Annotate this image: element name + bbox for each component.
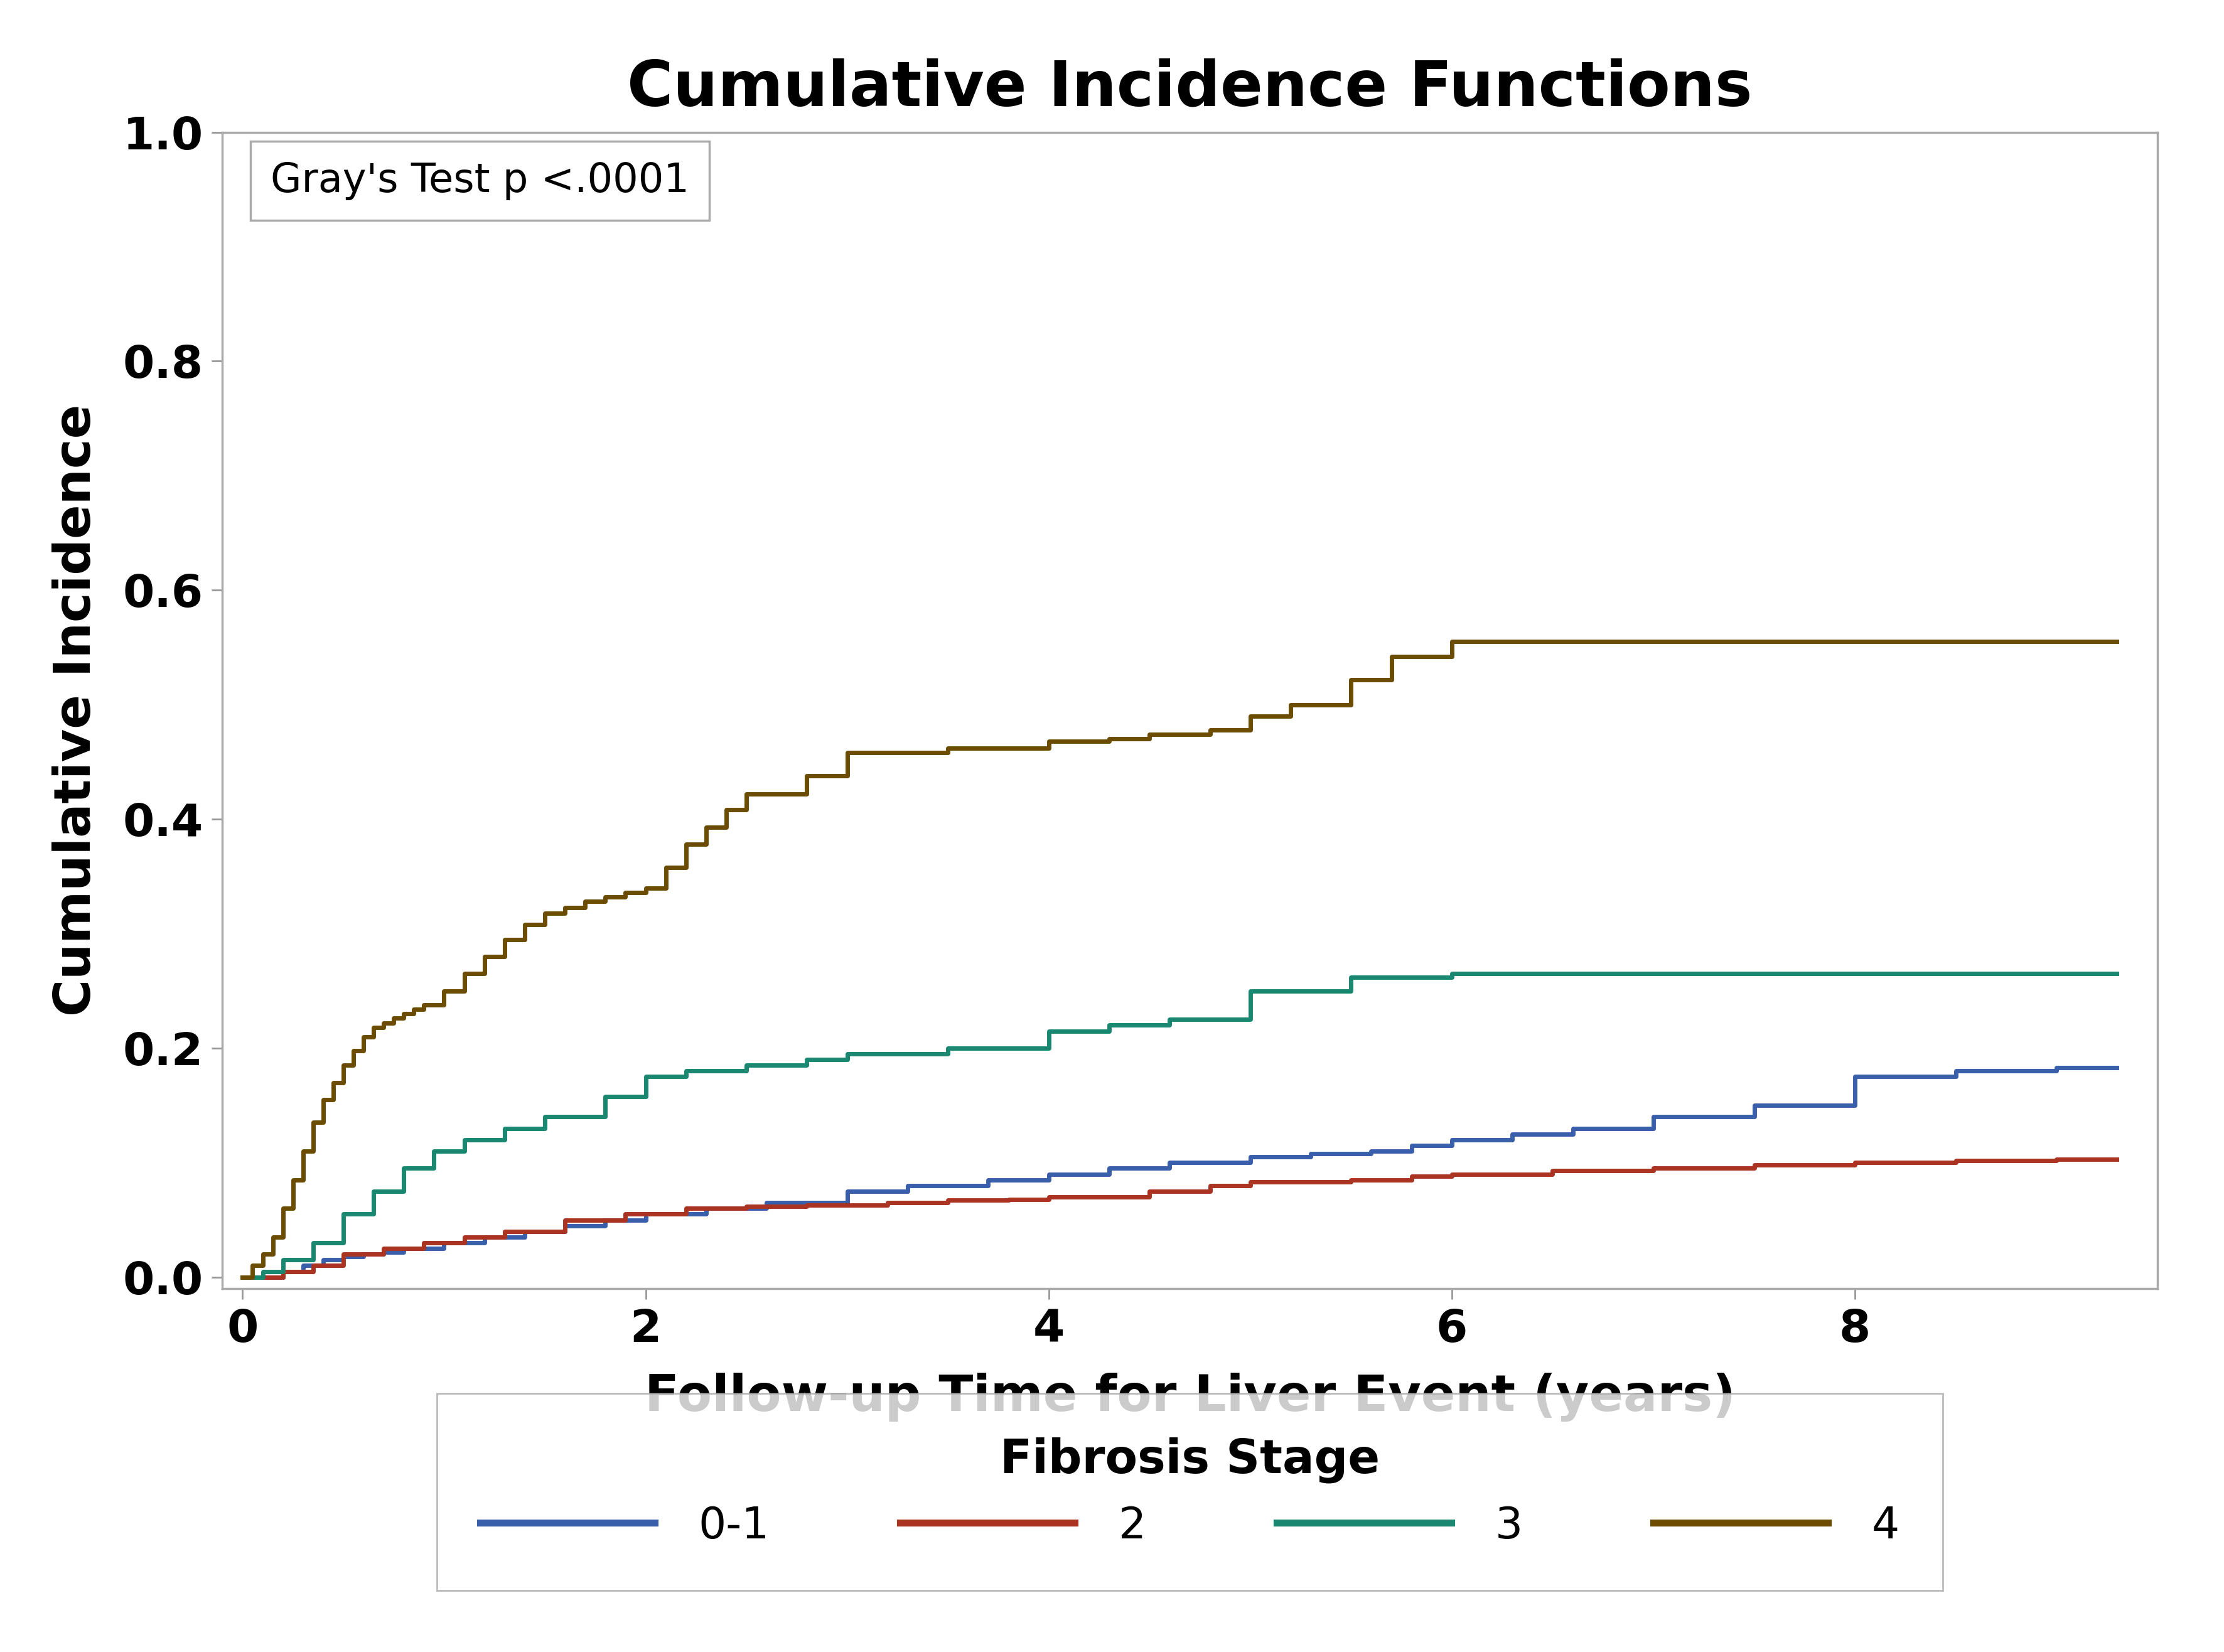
Title: Cumulative Incidence Functions: Cumulative Incidence Functions	[627, 58, 1753, 119]
X-axis label: Follow-up Time for Liver Event (years): Follow-up Time for Liver Event (years)	[645, 1373, 1735, 1422]
Text: Gray's Test p <.0001: Gray's Test p <.0001	[271, 160, 689, 200]
Legend: 0-1, 2, 3, 4: 0-1, 2, 3, 4	[436, 1393, 1944, 1591]
Y-axis label: Cumulative Incidence: Cumulative Incidence	[51, 405, 100, 1016]
